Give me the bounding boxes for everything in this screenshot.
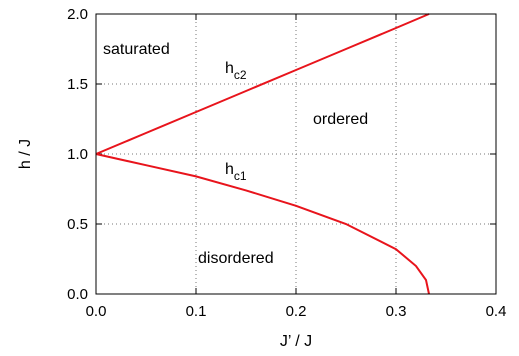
y-tick-label: 2.0: [67, 6, 88, 23]
x-tick-label: 0.2: [286, 303, 307, 320]
tick-labels: 0.0 0.1 0.2 0.3 0.4 0.0 0.5 1.0 1.5 2.0: [67, 6, 506, 320]
series-line-hc1: [95, 153, 430, 295]
annotation-hc2-base: h: [225, 60, 234, 77]
annotation-hc1: hc1: [225, 161, 247, 183]
annotation-hc2: hc2: [225, 60, 247, 82]
x-axis-label: J’ / J: [280, 333, 312, 350]
annotation-disordered: disordered: [198, 250, 274, 267]
y-axis-label: h / J: [17, 139, 34, 169]
y-tick-label: 0.0: [67, 286, 88, 303]
x-tick-label: 0.3: [386, 303, 407, 320]
x-tick-label: 0.4: [486, 303, 507, 320]
plot-frame: [95, 13, 497, 295]
y-tick-label: 0.5: [67, 216, 88, 233]
x-tick-label: 0.1: [186, 303, 207, 320]
series: [95, 13, 430, 295]
annotation-saturated: saturated: [103, 41, 170, 58]
annotation-hc2-sub: c2: [234, 68, 247, 82]
y-tick-label: 1.5: [67, 76, 88, 93]
annotation-hc1-base: h: [225, 161, 234, 178]
series-line-hc2: [95, 13, 430, 155]
grid: [96, 14, 496, 294]
y-tick-label: 1.0: [67, 146, 88, 163]
annotation-hc1-sub: c1: [234, 169, 247, 183]
annotation-ordered: ordered: [313, 111, 368, 128]
x-tick-label: 0.0: [86, 303, 107, 320]
